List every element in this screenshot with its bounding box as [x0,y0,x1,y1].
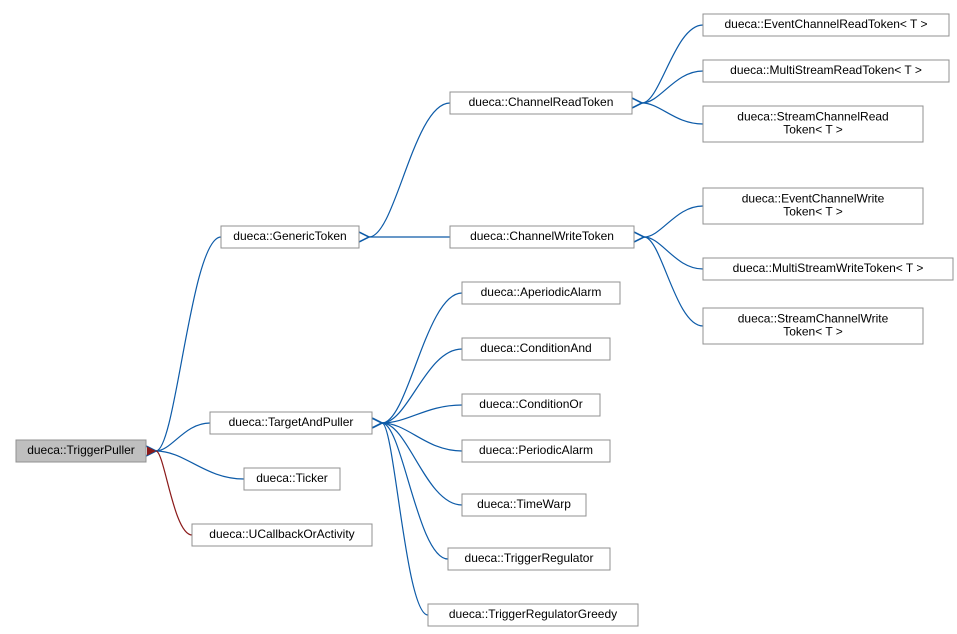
edge-uCallbackOrActivity-to-triggerPuller [156,451,192,535]
edge-streamChannelWrite-to-channelWriteToken [644,237,703,326]
nodes-group: dueca::TriggerPullerdueca::GenericTokend… [16,14,953,626]
node-genericToken[interactable]: dueca::GenericToken [221,226,359,248]
edge-aperiodicAlarm-to-targetAndPuller [382,293,462,423]
node-label: dueca::PeriodicAlarm [479,443,593,457]
node-aperiodicAlarm[interactable]: dueca::AperiodicAlarm [462,282,620,304]
edge-conditionAnd-to-targetAndPuller [382,349,462,423]
node-label: Token< T > [783,123,843,137]
node-label: dueca::Ticker [256,471,328,485]
node-label: dueca::ChannelReadToken [469,95,614,109]
node-label: dueca::GenericToken [233,229,346,243]
edge-eventChannelReadToken-to-channelReadToken [642,25,703,103]
node-periodicAlarm[interactable]: dueca::PeriodicAlarm [462,440,610,462]
node-channelReadToken[interactable]: dueca::ChannelReadToken [450,92,632,114]
node-label: dueca::TriggerRegulator [465,551,594,565]
node-uCallbackOrActivity[interactable]: dueca::UCallbackOrActivity [192,524,372,546]
node-multiStreamReadToken[interactable]: dueca::MultiStreamReadToken< T > [703,60,949,82]
node-label: dueca::AperiodicAlarm [481,285,602,299]
node-streamChannelWrite[interactable]: dueca::StreamChannelWriteToken< T > [703,308,923,344]
edge-eventChannelWrite-to-channelWriteToken [644,206,703,237]
edge-targetAndPuller-to-triggerPuller [156,423,210,451]
edge-multiStreamWriteToken-to-channelWriteToken [644,237,703,269]
edge-channelReadToken-to-genericToken [369,103,450,237]
node-label: dueca::StreamChannelRead [737,110,888,124]
node-targetAndPuller[interactable]: dueca::TargetAndPuller [210,412,372,434]
node-triggerPuller[interactable]: dueca::TriggerPuller [16,440,146,462]
node-label: dueca::EventChannelWrite [742,192,885,206]
node-label: Token< T > [783,205,843,219]
edge-multiStreamReadToken-to-channelReadToken [642,71,703,103]
node-label: dueca::MultiStreamWriteToken< T > [733,261,924,275]
edge-streamChannelRead-to-channelReadToken [642,103,703,124]
node-triggerRegulatorGreedy[interactable]: dueca::TriggerRegulatorGreedy [428,604,638,626]
node-triggerRegulator[interactable]: dueca::TriggerRegulator [448,548,610,570]
node-label: dueca::ConditionAnd [480,341,591,355]
node-conditionAnd[interactable]: dueca::ConditionAnd [462,338,610,360]
edge-triggerRegulator-to-targetAndPuller [382,423,448,559]
node-timeWarp[interactable]: dueca::TimeWarp [462,494,586,516]
node-label: dueca::TriggerPuller [27,443,135,457]
node-label: dueca::TriggerRegulatorGreedy [449,607,617,621]
node-label: dueca::ChannelWriteToken [470,229,614,243]
node-label: dueca::UCallbackOrActivity [209,527,354,541]
node-label: dueca::StreamChannelWrite [738,312,889,326]
node-label: dueca::TargetAndPuller [229,415,354,429]
node-label: dueca::MultiStreamReadToken< T > [730,63,922,77]
node-eventChannelReadToken[interactable]: dueca::EventChannelReadToken< T > [703,14,949,36]
edge-triggerRegulatorGreedy-to-targetAndPuller [382,423,428,615]
node-ticker[interactable]: dueca::Ticker [244,468,340,490]
node-eventChannelWrite[interactable]: dueca::EventChannelWriteToken< T > [703,188,923,224]
node-label: dueca::TimeWarp [477,497,571,511]
node-channelWriteToken[interactable]: dueca::ChannelWriteToken [450,226,634,248]
node-label: dueca::ConditionOr [479,397,582,411]
node-conditionOr[interactable]: dueca::ConditionOr [462,394,600,416]
edge-ticker-to-triggerPuller [156,451,244,479]
edge-timeWarp-to-targetAndPuller [382,423,462,505]
node-label: dueca::EventChannelReadToken< T > [724,17,927,31]
node-streamChannelRead[interactable]: dueca::StreamChannelReadToken< T > [703,106,923,142]
node-multiStreamWriteToken[interactable]: dueca::MultiStreamWriteToken< T > [703,258,953,280]
node-label: Token< T > [783,325,843,339]
class-diagram: dueca::TriggerPullerdueca::GenericTokend… [0,0,957,634]
